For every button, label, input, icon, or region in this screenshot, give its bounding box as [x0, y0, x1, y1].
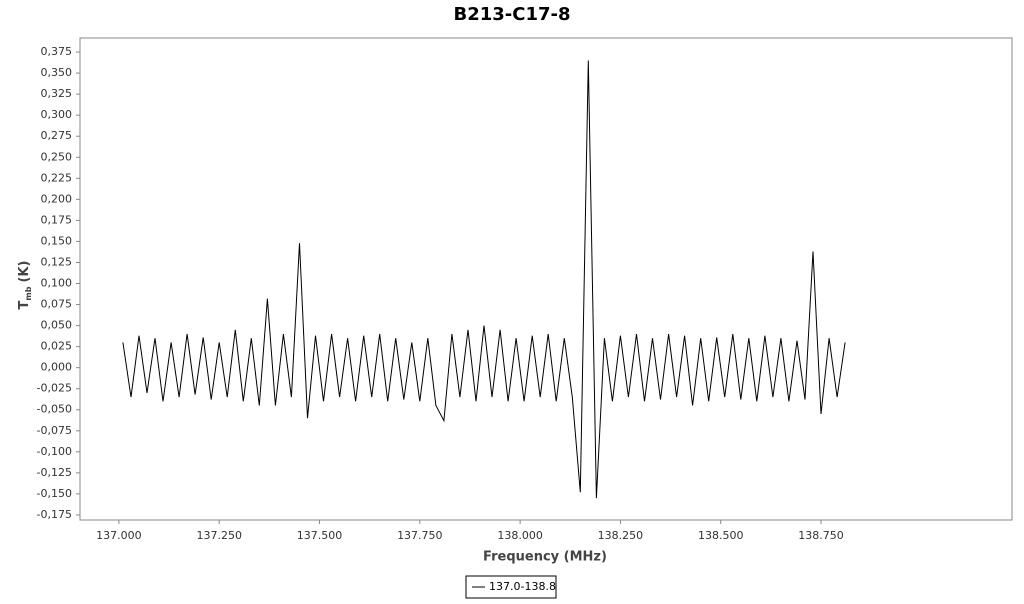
x-tick-label: 137.750	[397, 529, 443, 542]
x-tick-label: 138.500	[698, 529, 744, 542]
y-tick-label: 0,250	[41, 150, 73, 163]
y-tick-label: 0,125	[41, 255, 73, 268]
y-tick-label: 0,325	[41, 87, 73, 100]
y-tick-label: 0,075	[41, 298, 73, 311]
x-tick-label: 137.000	[96, 529, 142, 542]
chart-title: B213-C17-8	[453, 4, 570, 25]
y-tick-label: 0,200	[41, 192, 73, 205]
y-tick-label: 0,000	[41, 361, 73, 374]
y-label-unit: (K)	[17, 261, 32, 283]
y-tick-label: 0,025	[41, 340, 73, 353]
y-tick-label: -0,175	[37, 508, 72, 521]
y-tick-label: 0,225	[41, 171, 73, 184]
x-tick-label: 138.000	[497, 529, 543, 542]
y-tick-label: 0,150	[41, 234, 73, 247]
y-tick-label: -0,075	[37, 424, 72, 437]
y-tick-label: 0,100	[41, 277, 73, 290]
x-tick-label: 138.250	[598, 529, 644, 542]
x-tick-label: 137.500	[297, 529, 343, 542]
y-tick-label: -0,150	[37, 487, 72, 500]
y-axis-label: Tmb (K)	[17, 261, 33, 310]
y-tick-label: -0,025	[37, 382, 72, 395]
y-tick-label: 0,375	[41, 45, 73, 58]
y-label-main: T	[17, 300, 32, 309]
y-tick-label: -0,125	[37, 466, 72, 479]
y-tick-label: -0,100	[37, 445, 72, 458]
legend-box	[465, 575, 557, 599]
y-tick-label: 0,275	[41, 129, 73, 142]
y-tick-label: 0,175	[41, 213, 73, 226]
y-tick-label: 0,050	[41, 319, 73, 332]
legend-label: 137.0-138.8	[489, 580, 556, 593]
y-tick-label: 0,350	[41, 66, 73, 79]
x-axis-label: Frequency (MHz)	[483, 550, 607, 565]
x-tick-label: 138.750	[798, 529, 844, 542]
y-tick-label: -0,050	[37, 403, 72, 416]
spectrum-line	[122, 60, 846, 499]
x-tick-label: 137.250	[196, 529, 242, 542]
y-label-sub: mb	[24, 286, 33, 300]
y-tick-label: 0,300	[41, 108, 73, 121]
plot-frame	[79, 37, 1013, 521]
